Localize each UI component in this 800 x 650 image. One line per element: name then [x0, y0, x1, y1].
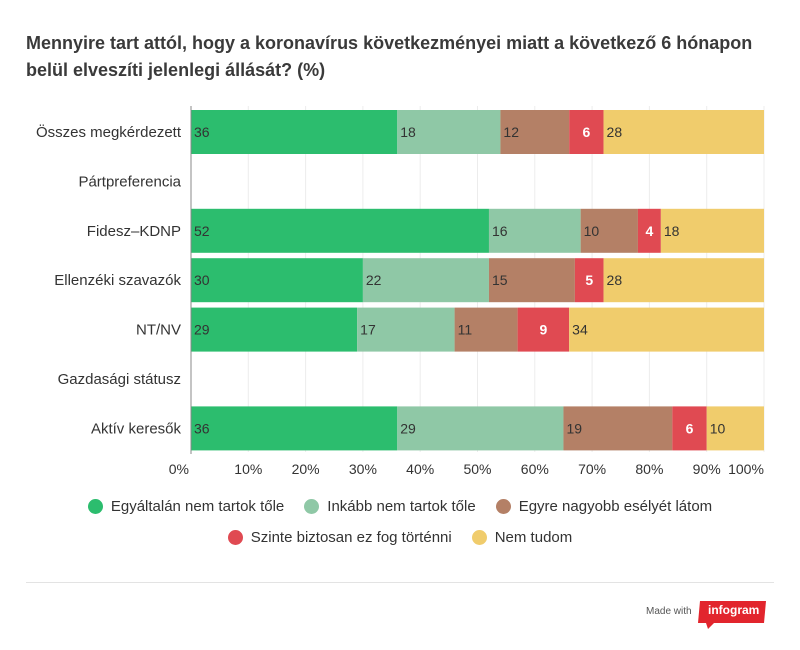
data-label: 4 [646, 223, 654, 239]
data-label: 12 [503, 124, 519, 140]
data-label: 18 [400, 124, 416, 140]
data-label: 9 [539, 322, 547, 338]
data-label: 30 [194, 272, 210, 288]
bar-segment [672, 406, 707, 451]
legend-label: Szinte biztosan ez fog történni [250, 529, 452, 546]
legend-label: Nem tudom [494, 529, 573, 546]
bar-segment [580, 208, 638, 253]
legend: Egyáltalán nem tartok tőle Inkább nem ta… [0, 498, 800, 560]
data-label: 5 [585, 272, 593, 288]
legend-swatch [87, 499, 103, 514]
x-tick-label: 90% [693, 461, 721, 477]
data-label: 10 [710, 420, 726, 436]
x-tick-label: 60% [521, 461, 549, 477]
x-tick-label: 10% [234, 461, 262, 477]
data-label: 28 [607, 124, 623, 140]
bar-segment [191, 406, 398, 451]
made-with-text: Made with [646, 606, 692, 617]
legend-item-inkabb-nem[interactable]: Inkább nem tartok tőle [304, 498, 476, 515]
data-label: 18 [664, 223, 680, 239]
legend-label: Egyre nagyobb esélyét látom [518, 498, 713, 515]
bar-segment [603, 258, 764, 303]
bar-segment [191, 307, 358, 352]
data-label: 17 [360, 322, 376, 338]
bar-segment [397, 110, 501, 154]
data-label: 16 [492, 223, 508, 239]
data-label: 22 [366, 272, 382, 288]
bar-segment [357, 307, 455, 352]
legend-item-egyaltalan-nem[interactable]: Egyáltalán nem tartok tőle [87, 498, 285, 515]
chart-title: Mennyire tart attól, hogy a koronavírus … [26, 33, 753, 80]
legend-swatch [304, 499, 320, 514]
bar-segment [488, 208, 581, 253]
legend-row-2: Szinte biztosan ez fog történni Nem tudo… [0, 529, 800, 546]
bar-segment [574, 258, 604, 303]
infogram-logo[interactable] [696, 601, 766, 629]
bar-segment [637, 208, 661, 253]
x-tick-label: 40% [406, 461, 434, 477]
data-label: 15 [492, 272, 508, 288]
bar-segment [517, 307, 570, 352]
data-label: 34 [572, 322, 588, 338]
bar-segment [454, 307, 518, 352]
data-label: 52 [194, 223, 210, 239]
bar-segment [563, 406, 673, 451]
category-label: Gazdasági státusz [58, 371, 181, 388]
bar-segment [569, 307, 764, 352]
x-tick-label: 70% [578, 461, 606, 477]
legend-swatch [227, 530, 243, 545]
stacked-bar-chart: Összes megkérdezett 36 18 12 6 28 Pártpreferen… [36, 106, 765, 477]
category-label: Összes megkérdezett [36, 123, 182, 141]
data-label: 36 [194, 420, 210, 436]
legend-row-1: Egyáltalán nem tartok tőle Inkább nem ta… [0, 498, 800, 515]
bar-segment [488, 258, 575, 303]
category-label: Ellenzéki szavazók [54, 272, 181, 289]
data-label: 10 [584, 223, 600, 239]
category-label: Aktív keresők [91, 420, 182, 437]
bar-segment [500, 110, 570, 154]
category-label: Pártpreferencia [78, 173, 181, 190]
x-tick-label: 100% [728, 461, 764, 477]
infogram-logo-shape [698, 601, 766, 629]
data-label: 19 [566, 420, 582, 436]
bar-segment [569, 110, 604, 154]
infogram-brand-text: infogram [708, 603, 760, 617]
x-tick-label: 0% [169, 461, 189, 477]
data-label: 6 [686, 420, 694, 436]
x-tick-label: 80% [635, 461, 663, 477]
data-label: 36 [194, 124, 210, 140]
data-label: 11 [458, 322, 473, 338]
x-tick-label: 30% [349, 461, 377, 477]
bar-segment [191, 208, 489, 253]
legend-label: Egyáltalán nem tartok tőle [110, 498, 285, 515]
category-label: Fidesz–KDNP [87, 223, 181, 240]
bar-segment [603, 110, 764, 154]
data-label: 28 [607, 272, 623, 288]
legend-item-szinte-biztosan[interactable]: Szinte biztosan ez fog történni [227, 529, 452, 546]
bar-segment [706, 406, 764, 451]
bar-segment [191, 110, 398, 154]
data-label: 6 [582, 124, 590, 140]
legend-swatch [471, 530, 487, 545]
x-tick-label: 50% [463, 461, 491, 477]
x-tick-label: 20% [292, 461, 320, 477]
bar-segment [191, 258, 363, 303]
legend-item-egyre-nagyobb[interactable]: Egyre nagyobb esélyét látom [495, 498, 713, 515]
data-label: 29 [400, 420, 416, 436]
bar-segment [660, 208, 764, 253]
category-label: NT/NV [136, 322, 181, 339]
legend-swatch [495, 499, 511, 514]
legend-label: Inkább nem tartok tőle [327, 498, 476, 515]
bar-segment [362, 258, 489, 303]
bar-segment [397, 406, 564, 451]
data-label: 29 [194, 322, 210, 338]
legend-item-nem-tudom[interactable]: Nem tudom [471, 529, 573, 546]
footer-divider [26, 582, 774, 583]
